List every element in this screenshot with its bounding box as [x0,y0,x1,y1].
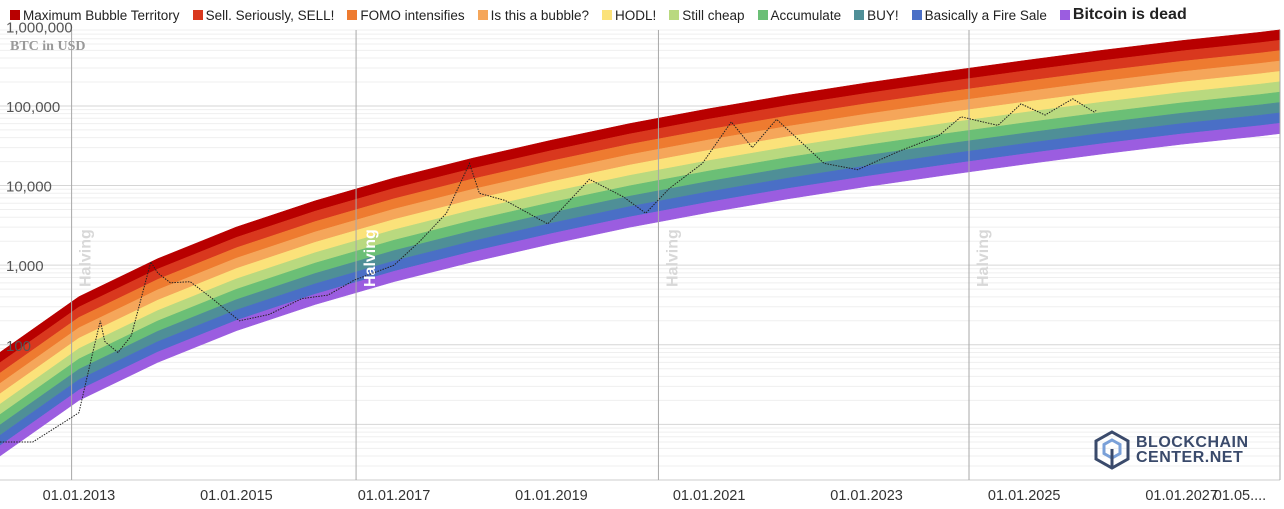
legend: Maximum Bubble Territory Sell. Seriously,… [0,0,1284,30]
legend-swatch [477,10,488,20]
legend-label: HODL! [614,7,657,23]
legend-label: Maximum Bubble Territory [23,7,180,23]
legend-swatch [669,10,680,20]
legend-swatch [10,10,20,20]
legend-swatch [854,10,865,20]
legend-item[interactable]: Bitcoin is dead [1059,6,1187,24]
y-tick-label: 1,000,000 [6,19,73,36]
x-tick-label: 01.01.2021 [673,488,746,504]
halving-label: Halving [975,229,992,287]
blockchain-cube-icon [1094,430,1130,470]
x-tick-label: 01.01.2019 [515,488,588,504]
y-tick-label: 100,000 [6,99,60,116]
legend-item[interactable]: HODL! [601,7,657,23]
legend-swatch [192,10,203,20]
legend-label: Accumulate [770,7,842,23]
logo-line-2: CENTER.NET [1136,449,1244,466]
x-tick-label: 01.01.2015 [200,488,273,504]
legend-label: Sell. Seriously, SELL! [205,7,335,23]
legend-item[interactable]: BUY! [854,8,899,23]
legend-item[interactable]: Is this a bubble? [477,7,589,23]
legend-item[interactable]: Basically a Fire Sale [911,7,1047,23]
y-axis-label: BTC in USD [10,39,85,54]
y-tick-label: 1,000 [6,258,44,275]
legend-item[interactable]: Sell. Seriously, SELL! [192,7,335,23]
legend-label: Still cheap [682,7,745,23]
x-tick-label: 01.01.2025 [988,488,1061,504]
halving-lines: HalvingHalvingHalvingHalvingHalving [71,30,1281,480]
brand-logo: BLOCKCHAIN CENTER.NET [1094,428,1254,472]
halving-label: Halving [664,229,681,287]
x-tick-label: 01.01.2023 [830,488,903,504]
legend-label: Is this a bubble? [490,7,589,23]
logo-text: BLOCKCHAIN CENTER.NET [1136,434,1249,466]
price-line [0,98,1097,443]
legend-item[interactable]: Still cheap [669,7,745,23]
x-tick-label: 01.01.2013 [43,488,116,504]
legend-label: Bitcoin is dead [1072,6,1187,23]
legend-label: Basically a Fire Sale [924,7,1047,23]
legend-item[interactable]: Maximum Bubble Territory [10,8,180,23]
legend-item[interactable]: FOMO intensifies [347,7,465,23]
logo-line-1: BLOCKCHAIN [1136,434,1249,451]
x-tick-label: 01.01.2027 [1145,488,1218,504]
y-tick-label: 10,000 [6,179,52,196]
price-series [0,98,1097,443]
axes: 100 1,000 10,000 100,000 1,000,000 01.01.2013… [6,19,1266,504]
y-tick-label: 100 [6,338,31,355]
legend-item[interactable]: Accumulate [757,7,842,23]
halving-label: Halving [362,229,379,287]
halving-label: Halving [78,229,95,287]
legend-swatch [757,10,768,20]
legend-swatch [911,10,922,20]
legend-swatch [347,10,358,20]
legend-swatch [601,10,612,20]
x-tick-label: 01.05.... [1214,488,1266,504]
x-tick-label: 01.01.2017 [358,488,431,504]
legend-label: FOMO intensifies [360,7,465,23]
rainbow-bands [0,29,1281,457]
legend-label: BUY! [867,7,899,23]
legend-swatch [1059,10,1070,20]
